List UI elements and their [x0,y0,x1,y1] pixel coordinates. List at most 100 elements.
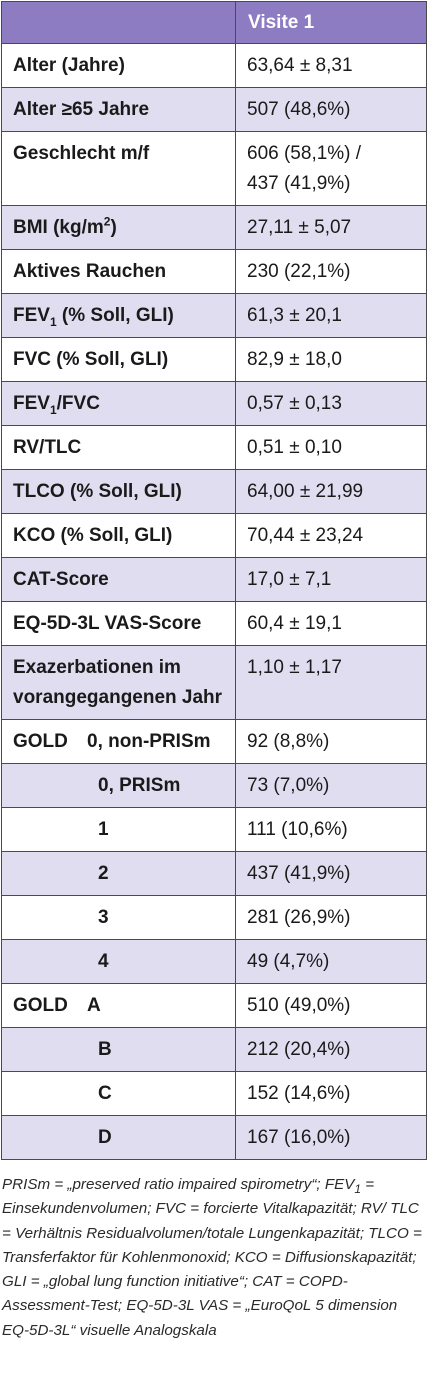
table-row: BMI (kg/m2) 27,11 ± 5,07 [1,205,427,250]
table-row: FEV1/FVC 0,57 ± 0,13 [1,381,427,426]
row-label: Alter ≥65 Jahre [1,87,236,132]
row-label: Exazerbationen im vorangegangenen Jahr [1,645,236,720]
table-row-gold-group: C 152 (14,6%) [1,1071,427,1116]
gold-sub-label: C [98,1083,112,1104]
label-text-end: (% Soll, GLI) [56,305,174,326]
table-row: Geschlecht m/f 606 (58,1%) / 437 (41,9%) [1,131,427,206]
gold-sub-label: A [87,995,101,1016]
row-label: Aktives Rauchen [1,249,236,294]
row-label: D [1,1115,236,1160]
table-footnote: PRISm = „preserved ratio impaired spirom… [2,1173,424,1343]
table-row: EQ-5D-3L VAS-Score 60,4 ± 19,1 [1,601,427,646]
row-value: 17,0 ± 7,1 [235,557,427,602]
row-value: 92 (8,8%) [235,719,427,764]
row-label: Geschlecht m/f [1,131,236,206]
row-label: 0, PRISm [1,763,236,808]
row-label: GOLD A [1,983,236,1028]
row-value: 230 (22,1%) [235,249,427,294]
table-row-gold-grade: 0, PRISm 73 (7,0%) [1,763,427,808]
row-value: 63,64 ± 8,31 [235,43,427,88]
baseline-table: Visite 1 Alter (Jahre) 63,64 ± 8,31 Alte… [1,1,427,1160]
table-row: FEV1 (% Soll, GLI) 61,3 ± 20,1 [1,293,427,338]
row-label: EQ-5D-3L VAS-Score [1,601,236,646]
label-text: FEV [13,393,50,414]
table-row: CAT-Score 17,0 ± 7,1 [1,557,427,602]
value-line-2: 437 (41,9%) [247,173,351,194]
row-label: 3 [1,895,236,940]
row-label: RV/TLC [1,425,236,470]
gold-sub-label: 0, PRISm [98,775,181,796]
gold-sub-label: 3 [98,907,109,928]
row-label: TLCO (% Soll, GLI) [1,469,236,514]
row-label: KCO (% Soll, GLI) [1,513,236,558]
row-label: 2 [1,851,236,896]
row-value: 64,00 ± 21,99 [235,469,427,514]
row-value: 606 (58,1%) / 437 (41,9%) [235,131,427,206]
table-row: TLCO (% Soll, GLI) 64,00 ± 21,99 [1,469,427,514]
header-visit-1: Visite 1 [235,1,427,44]
row-value: 152 (14,6%) [235,1071,427,1116]
row-value: 507 (48,6%) [235,87,427,132]
label-text-end: /FVC [56,393,100,414]
label-subscript: 1 [49,314,57,329]
gold-key-label: GOLD [13,731,68,752]
value-line-1: 606 (58,1%) / [247,143,362,164]
row-label: FEV1 (% Soll, GLI) [1,293,236,338]
table-row-gold-grade: GOLD 0, non-PRISm 92 (8,8%) [1,719,427,764]
gold-key-label: GOLD [13,995,68,1016]
label-text: FEV [13,305,50,326]
row-value: 70,44 ± 23,24 [235,513,427,558]
table-row: Alter (Jahre) 63,64 ± 8,31 [1,43,427,88]
label-subscript: 1 [49,402,57,417]
row-value: 27,11 ± 5,07 [235,205,427,250]
row-value: 61,3 ± 20,1 [235,293,427,338]
table-row-gold-grade: 4 49 (4,7%) [1,939,427,984]
gold-sub-label: 4 [98,951,109,972]
table-row: Aktives Rauchen 230 (22,1%) [1,249,427,294]
row-label: B [1,1027,236,1072]
table-row-gold-grade: 2 437 (41,9%) [1,851,427,896]
row-label: CAT-Score [1,557,236,602]
row-value: 212 (20,4%) [235,1027,427,1072]
row-label: FEV1/FVC [1,381,236,426]
row-label: 1 [1,807,236,852]
table-row-gold-group: B 212 (20,4%) [1,1027,427,1072]
label-text: BMI (kg/m [13,217,104,238]
row-value: 111 (10,6%) [235,807,427,852]
row-value: 0,57 ± 0,13 [235,381,427,426]
row-label: Alter (Jahre) [1,43,236,88]
row-label: GOLD 0, non-PRISm [1,719,236,764]
row-value: 1,10 ± 1,17 [235,645,427,720]
label-superscript: 2 [103,214,111,229]
table-row-gold-grade: 1 111 (10,6%) [1,807,427,852]
table-row-gold-group: GOLD A 510 (49,0%) [1,983,427,1028]
gold-sub-label: B [98,1039,112,1060]
table-row: FVC (% Soll, GLI) 82,9 ± 18,0 [1,337,427,382]
footnote-part-2: = Einsekundenvolumen; FVC = forcierte Vi… [2,1176,422,1339]
row-label: BMI (kg/m2) [1,205,236,250]
table-row: KCO (% Soll, GLI) 70,44 ± 23,24 [1,513,427,558]
table-row-gold-group: D 167 (16,0%) [1,1115,427,1160]
table-row: RV/TLC 0,51 ± 0,10 [1,425,427,470]
label-line-2: vorangegangenen Jahr [13,687,223,708]
footnote-subscript: 1 [354,1182,362,1197]
row-label: 4 [1,939,236,984]
row-value: 281 (26,9%) [235,895,427,940]
row-value: 60,4 ± 19,1 [235,601,427,646]
row-value: 82,9 ± 18,0 [235,337,427,382]
label-text-end: ) [110,217,117,238]
table-row: Exazerbationen im vorangegangenen Jahr 1,… [1,645,427,720]
table-row: Alter ≥65 Jahre 507 (48,6%) [1,87,427,132]
row-value: 510 (49,0%) [235,983,427,1028]
row-value: 167 (16,0%) [235,1115,427,1160]
table-row-gold-grade: 3 281 (26,9%) [1,895,427,940]
row-value: 49 (4,7%) [235,939,427,984]
footnote-part-1: PRISm = „preserved ratio impaired spirom… [2,1176,355,1193]
table-header-row: Visite 1 [1,1,427,44]
row-label: C [1,1071,236,1116]
label-line-1: Exazerbationen im [13,657,181,678]
gold-sub-label: 0, non-PRISm [87,731,211,752]
row-value: 437 (41,9%) [235,851,427,896]
row-value: 73 (7,0%) [235,763,427,808]
gold-sub-label: 1 [98,819,109,840]
